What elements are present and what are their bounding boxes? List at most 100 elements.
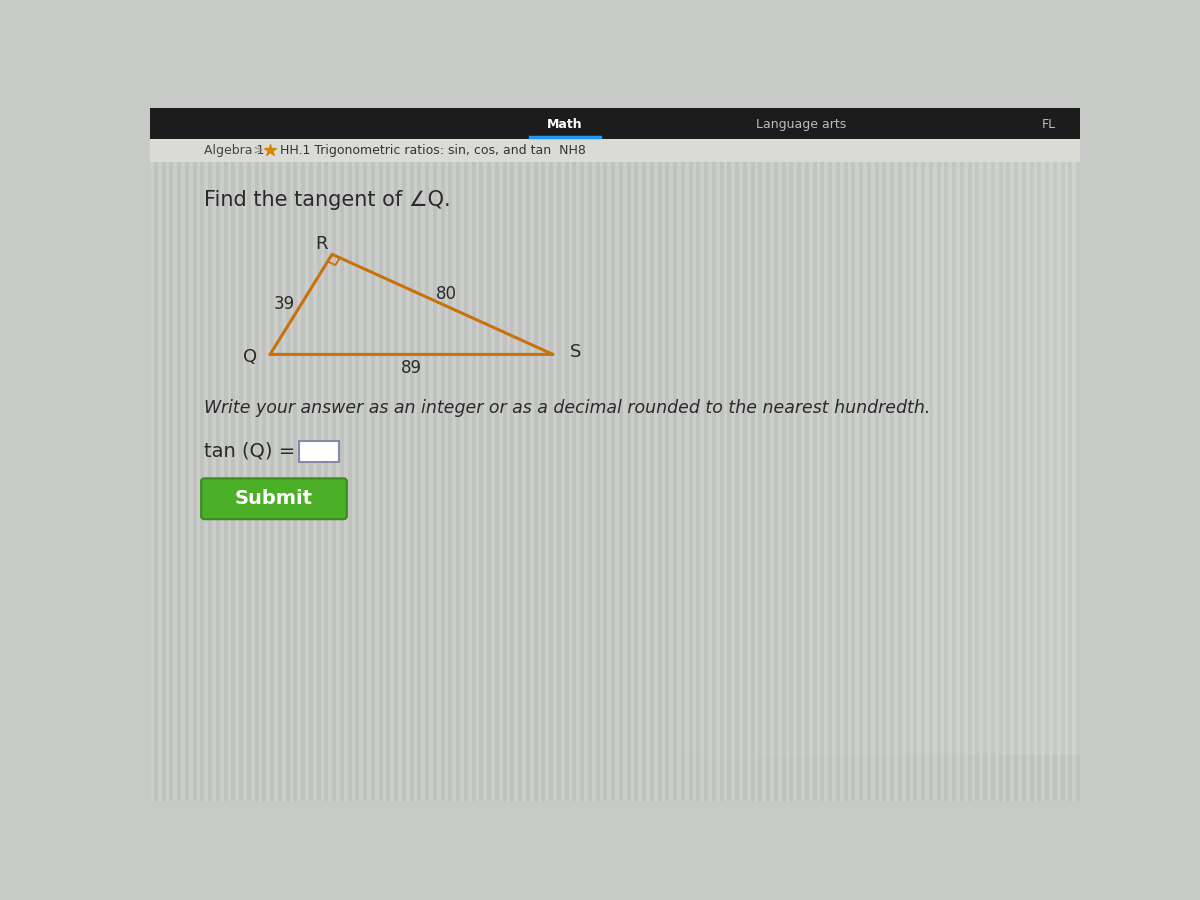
Bar [317, 108, 320, 801]
Bar [650, 108, 654, 801]
Bar [1003, 108, 1006, 755]
Bar [755, 108, 758, 801]
Bar [332, 108, 336, 801]
Bar [906, 108, 910, 801]
Bar [913, 108, 917, 801]
Bar [631, 108, 634, 755]
Bar [739, 108, 743, 801]
Bar [659, 108, 661, 755]
Bar [499, 108, 503, 801]
Bar [1057, 108, 1061, 801]
Bar [293, 108, 298, 801]
Bar [991, 108, 994, 755]
Bar [715, 108, 720, 801]
Bar [150, 108, 1080, 139]
Bar [857, 108, 859, 755]
Bar [212, 108, 216, 801]
Bar [506, 108, 510, 801]
Bar [810, 108, 812, 755]
Bar [433, 108, 437, 801]
Text: >: > [252, 144, 263, 157]
Bar [402, 108, 406, 801]
Bar [629, 108, 631, 755]
Bar [887, 108, 889, 755]
Bar [425, 108, 430, 801]
Bar [996, 108, 998, 755]
Bar [901, 108, 906, 801]
Bar [1040, 108, 1043, 755]
FancyBboxPatch shape [202, 479, 347, 519]
Bar [491, 108, 494, 801]
Bar [604, 108, 607, 801]
Bar [664, 108, 666, 755]
Bar [929, 108, 932, 801]
Bar [197, 108, 200, 801]
Bar [864, 108, 866, 755]
Bar [329, 108, 332, 801]
Bar [595, 108, 600, 801]
Bar [871, 108, 875, 801]
Bar [852, 108, 854, 755]
Bar [983, 108, 985, 755]
Bar [913, 108, 914, 755]
Bar [626, 108, 629, 755]
Bar [914, 108, 917, 755]
Bar [778, 108, 781, 801]
Bar [494, 108, 499, 801]
Bar [941, 108, 943, 755]
Bar [173, 108, 178, 801]
Bar [827, 108, 829, 755]
Bar [708, 108, 710, 755]
Text: 80: 80 [436, 284, 457, 302]
Bar [409, 108, 414, 801]
Bar [894, 108, 898, 801]
Bar [340, 108, 343, 801]
Text: Algebra 1: Algebra 1 [204, 144, 265, 157]
Bar [484, 108, 487, 801]
Bar [768, 108, 770, 755]
Bar [242, 108, 247, 801]
Bar [661, 108, 664, 755]
Bar [355, 108, 359, 801]
Bar [560, 108, 565, 801]
Text: Write your answer as an integer or as a decimal rounded to the nearest hundredth: Write your answer as an integer or as a … [204, 400, 931, 418]
Bar [863, 108, 866, 801]
Bar [815, 108, 817, 755]
Bar [623, 108, 626, 801]
Bar [1060, 108, 1062, 755]
Bar [922, 108, 925, 801]
Bar [1007, 108, 1010, 801]
Bar [736, 108, 739, 801]
Bar [966, 108, 968, 755]
Bar [1010, 108, 1014, 801]
Bar [1022, 108, 1025, 755]
Bar [887, 108, 890, 801]
Bar [600, 108, 604, 801]
Bar [764, 108, 766, 755]
Bar [720, 108, 722, 755]
Bar [282, 108, 286, 801]
Bar [692, 108, 696, 801]
Bar [821, 108, 824, 801]
Bar [869, 108, 871, 755]
Bar [802, 108, 805, 801]
Bar [986, 108, 989, 755]
Bar [1006, 108, 1008, 755]
Bar [390, 108, 394, 801]
Bar [762, 108, 766, 801]
Bar [724, 108, 727, 801]
Bar [1014, 108, 1018, 801]
Bar [770, 108, 774, 801]
Bar [701, 108, 703, 755]
Bar [352, 108, 355, 801]
Bar [228, 108, 232, 801]
Bar [787, 108, 790, 755]
Bar [208, 108, 212, 801]
Bar [944, 108, 948, 801]
Bar [728, 108, 731, 755]
Bar [715, 108, 718, 755]
Bar [976, 108, 978, 755]
Bar [150, 108, 154, 801]
Bar [781, 108, 786, 801]
Bar [634, 108, 636, 755]
